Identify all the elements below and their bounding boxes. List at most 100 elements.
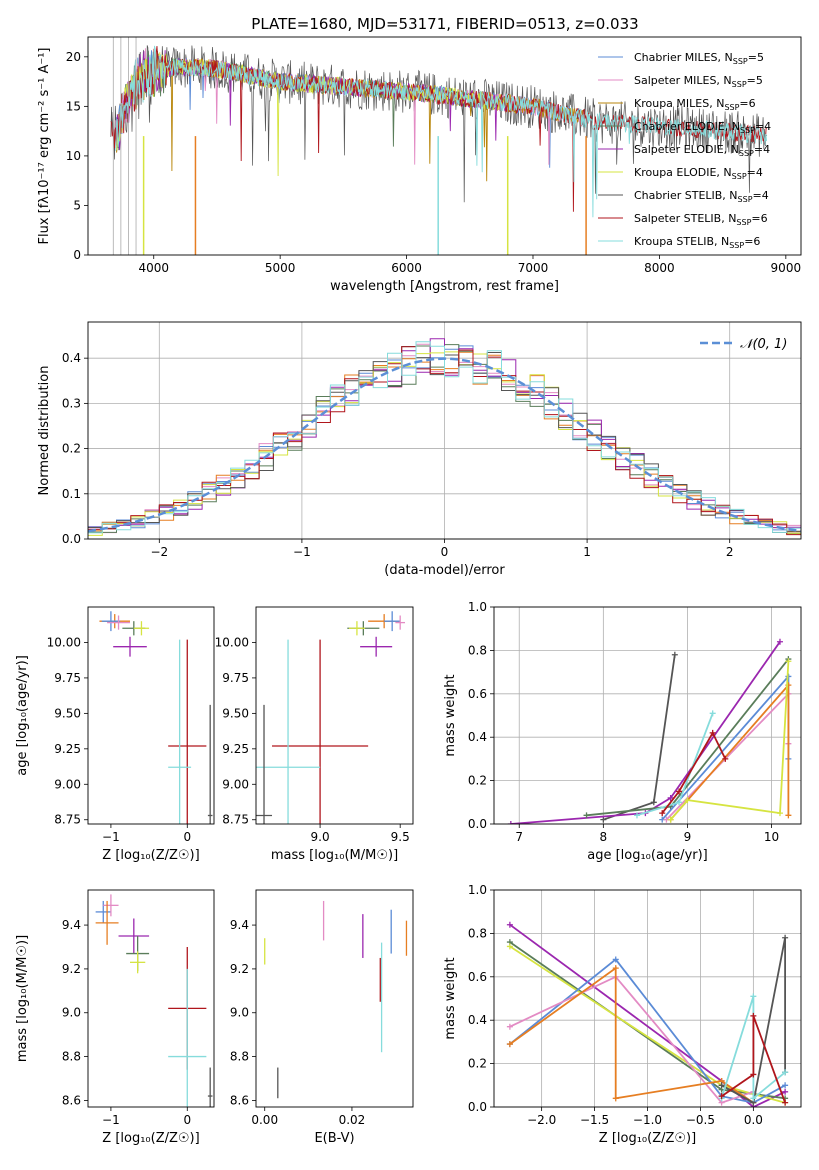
- y-axis-label: Flux [fλ10⁻¹⁷ erg cm⁻² s⁻¹ A⁻¹]: [37, 48, 52, 245]
- mass-weight-marker: [667, 816, 674, 823]
- y-axis-label: age [log₁₀(age/yr)]: [15, 655, 30, 776]
- x-tick-label: −1: [293, 545, 311, 559]
- y-tick-label: 8.8: [230, 1050, 249, 1064]
- mass-weight-marker: [506, 1041, 513, 1048]
- mass-weight-marker: [659, 810, 666, 817]
- legend-label: Salpeter ELODIE, NSSP=4: [634, 143, 770, 158]
- mass-weight-marker: [709, 729, 716, 736]
- mass-weight-marker: [612, 1095, 619, 1102]
- legend-label: Kroupa STELIB, NSSP=6: [634, 235, 760, 250]
- y-tick-label: 20: [66, 50, 81, 64]
- axes-0: 4000 5000 6000 7000 8000 9000 0 5 10 15 20 waveleng…: [37, 36, 802, 294]
- y-tick-label: 10.00: [215, 635, 249, 649]
- spectrum-line: [115, 45, 768, 218]
- x-tick-label: 0.0: [744, 1113, 763, 1127]
- x-tick-label: 0: [441, 545, 449, 559]
- x-tick-label: 0: [183, 830, 191, 844]
- axes-frame: [255, 606, 414, 825]
- legend-label: Chabrier ELODIE, NSSP=4: [634, 120, 771, 135]
- y-tick-label: 15: [66, 99, 81, 113]
- mass-weight-marker: [684, 797, 691, 804]
- y-tick-label: 0.2: [468, 1057, 487, 1071]
- x-axis-label: E(B-V): [314, 1131, 354, 1146]
- x-axis-label: (data-model)/error: [384, 563, 505, 578]
- plot-area-7: [506, 921, 789, 1107]
- mass-weight-marker: [750, 993, 757, 1000]
- x-axis-label: age [log₁₀(age/yr)]: [587, 848, 708, 863]
- x-tick-label: 9.5: [391, 830, 410, 844]
- mass-weight-marker: [782, 1069, 789, 1076]
- plot-area-5: [95, 894, 213, 1107]
- y-tick-label: 9.75: [222, 671, 249, 685]
- mass-weight-line: [509, 975, 754, 1104]
- y-tick-label: 0.1: [62, 487, 81, 501]
- y-axis-label: mass weight: [443, 674, 458, 756]
- y-tick-label: 0.0: [62, 532, 81, 546]
- plot-area-6: [264, 900, 408, 1099]
- axes-4: 7 8 9 10 0.0 0.2 0.4 0.6 0.8 1.0 age [log₁₀(age/yr…: [443, 600, 802, 863]
- y-axis-label: Normed distribution: [37, 366, 52, 496]
- y-axis-label: mass [log₁₀(M/M☉)]: [15, 935, 30, 1062]
- mass-weight-marker: [583, 812, 590, 819]
- y-tick-label: 0.4: [468, 730, 487, 744]
- y-tick-label: 8.8: [62, 1050, 81, 1064]
- y-tick-label: 0.6: [468, 970, 487, 984]
- x-tick-label: 0.02: [339, 1113, 366, 1127]
- axes-1: −2 −1 0 1 2 0.0 0.1 0.2 0.3 0.4 (data-model)/error…: [37, 321, 802, 578]
- x-tick-label: −1.0: [633, 1113, 662, 1127]
- y-axis-label: mass weight: [443, 957, 458, 1039]
- x-tick-label: 2: [726, 545, 734, 559]
- y-tick-label: 9.0: [230, 1006, 249, 1020]
- axes-5: −1 0 8.6 8.8 9.0 9.2 9.4 Z [log₁₀(Z/Z☉)] mass [l…: [15, 889, 215, 1146]
- legend-label: Salpeter STELIB, NSSP=6: [634, 212, 768, 227]
- x-tick-label: −2: [150, 545, 168, 559]
- x-tick-label: 8: [600, 830, 608, 844]
- mass-weight-marker: [506, 943, 513, 950]
- mass-weight-marker: [750, 1095, 757, 1102]
- mass-weight-marker: [650, 799, 657, 806]
- x-tick-label: 9.0: [311, 830, 330, 844]
- y-tick-label: 1.0: [468, 600, 487, 614]
- legend-label: Salpeter MILES, NSSP=5: [634, 74, 763, 89]
- mass-weight-marker: [785, 658, 792, 665]
- mass-weight-marker: [750, 1012, 757, 1019]
- y-tick-label: 0.2: [468, 774, 487, 788]
- mass-weight-marker: [782, 1088, 789, 1095]
- x-tick-label: −0.5: [686, 1113, 715, 1127]
- axes-3: 9.0 9.5 8.75 9.00 9.25 9.50 9.75 10.00 mass [log…: [215, 606, 414, 863]
- legend-label: Kroupa MILES, NSSP=6: [634, 97, 756, 112]
- mass-weight-marker: [722, 755, 729, 762]
- y-tick-label: 1.0: [468, 883, 487, 897]
- mass-weight-marker: [709, 710, 716, 717]
- y-tick-label: 9.50: [54, 706, 81, 720]
- x-tick-label: −1.5: [580, 1113, 609, 1127]
- x-tick-label: 7000: [518, 261, 549, 275]
- y-tick-label: 9.2: [230, 962, 249, 976]
- y-tick-label: 10.00: [47, 635, 81, 649]
- legend-label: 𝒩(0, 1): [740, 337, 787, 352]
- axes-frame: [87, 321, 802, 540]
- mass-weight-line: [721, 1015, 786, 1104]
- mass-weight-marker: [785, 812, 792, 819]
- y-tick-label: 9.75: [54, 671, 81, 685]
- y-tick-label: 0.8: [468, 926, 487, 940]
- y-tick-label: 0.0: [468, 1100, 487, 1114]
- x-tick-label: 9: [684, 830, 692, 844]
- plot-area-2: [99, 611, 213, 824]
- axes-7: −2.0 −1.5 −1.0 −0.5 0.0 0.0 0.2 0.4 0.6 0.8 1.0 Z […: [443, 883, 802, 1146]
- figure-title: PLATE=1680, MJD=53171, FIBERID=0513, z=0…: [251, 15, 638, 33]
- x-tick-label: 6000: [391, 261, 422, 275]
- axes-frame: [493, 889, 802, 1108]
- mass-weight-line: [509, 966, 754, 1104]
- mass-weight-marker: [782, 1082, 789, 1089]
- x-axis-label: mass [log₁₀(M/M☉)]: [271, 848, 398, 863]
- mass-weight-marker: [633, 812, 640, 819]
- y-tick-label: 5: [73, 198, 81, 212]
- spectrum-legend: Chabrier MILES, NSSP=5 Salpeter MILES, NS…: [598, 51, 771, 250]
- x-tick-label: −1: [102, 830, 120, 844]
- x-tick-label: 10: [764, 830, 779, 844]
- mass-weight-marker: [506, 921, 513, 928]
- y-tick-label: 0.3: [62, 396, 81, 410]
- legend-label: Kroupa ELODIE, NSSP=4: [634, 166, 763, 181]
- y-tick-label: 0.0: [468, 817, 487, 831]
